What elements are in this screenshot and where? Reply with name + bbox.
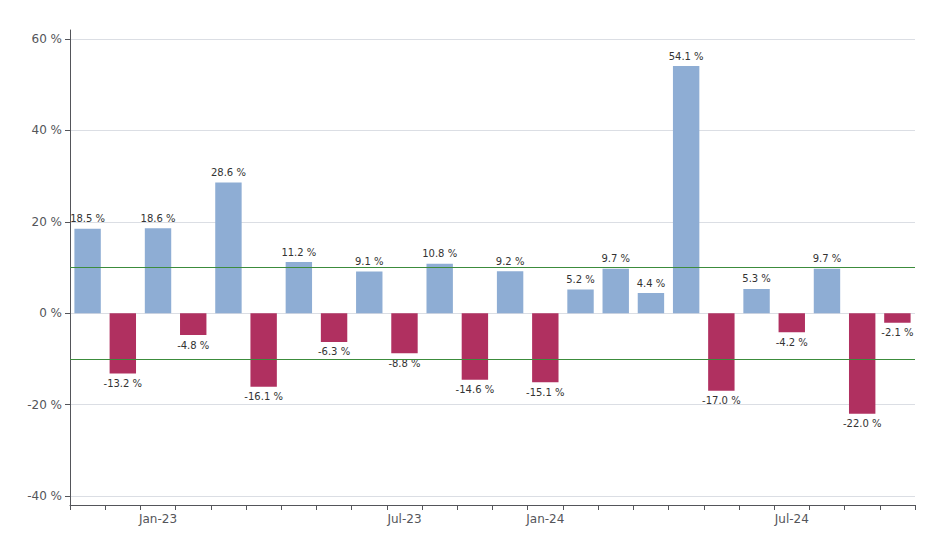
svg-text:18.5 %: 18.5 % [70, 213, 105, 224]
svg-text:9.7 %: 9.7 % [601, 253, 630, 264]
svg-text:-16.1 %: -16.1 % [244, 391, 283, 402]
svg-text:40 %: 40 % [32, 123, 63, 137]
svg-text:9.7 %: 9.7 % [813, 253, 842, 264]
svg-text:9.2 %: 9.2 % [496, 256, 525, 267]
svg-text:-17.0 %: -17.0 % [702, 395, 741, 406]
svg-text:-14.6 %: -14.6 % [456, 384, 495, 395]
svg-text:28.6 %: 28.6 % [211, 167, 246, 178]
svg-text:4.4 %: 4.4 % [637, 278, 666, 289]
svg-text:-15.1 %: -15.1 % [526, 387, 565, 398]
svg-text:-4.2 %: -4.2 % [776, 337, 808, 348]
svg-text:18.6 %: 18.6 % [141, 213, 176, 224]
svg-text:60 %: 60 % [32, 32, 63, 46]
svg-text:20 %: 20 % [32, 215, 63, 229]
svg-text:5.3 %: 5.3 % [742, 273, 771, 284]
svg-text:5.2 %: 5.2 % [566, 274, 595, 285]
svg-text:-20 %: -20 % [27, 398, 62, 412]
svg-text:-22.0 %: -22.0 % [843, 418, 882, 429]
svg-text:Jan-24: Jan-24 [525, 512, 564, 526]
svg-text:11.2 %: 11.2 % [281, 247, 316, 258]
svg-text:Jul-23: Jul-23 [386, 512, 421, 526]
svg-text:Jul-24: Jul-24 [774, 512, 809, 526]
svg-text:-40 %: -40 % [27, 489, 62, 503]
svg-text:0 %: 0 % [39, 306, 62, 320]
svg-text:54.1 %: 54.1 % [669, 51, 704, 62]
svg-text:-8.8 %: -8.8 % [388, 357, 421, 369]
svg-text:-6.3 %: -6.3 % [318, 346, 350, 357]
svg-text:Jan-23: Jan-23 [138, 512, 177, 526]
svg-text:-4.8 %: -4.8 % [177, 340, 209, 351]
svg-text:-2.1 %: -2.1 % [881, 327, 913, 338]
svg-text:-13.2 %: -13.2 % [104, 378, 143, 389]
svg-text:9.1 %: 9.1 % [355, 256, 384, 267]
svg-text:10.8 %: 10.8 % [422, 248, 457, 259]
